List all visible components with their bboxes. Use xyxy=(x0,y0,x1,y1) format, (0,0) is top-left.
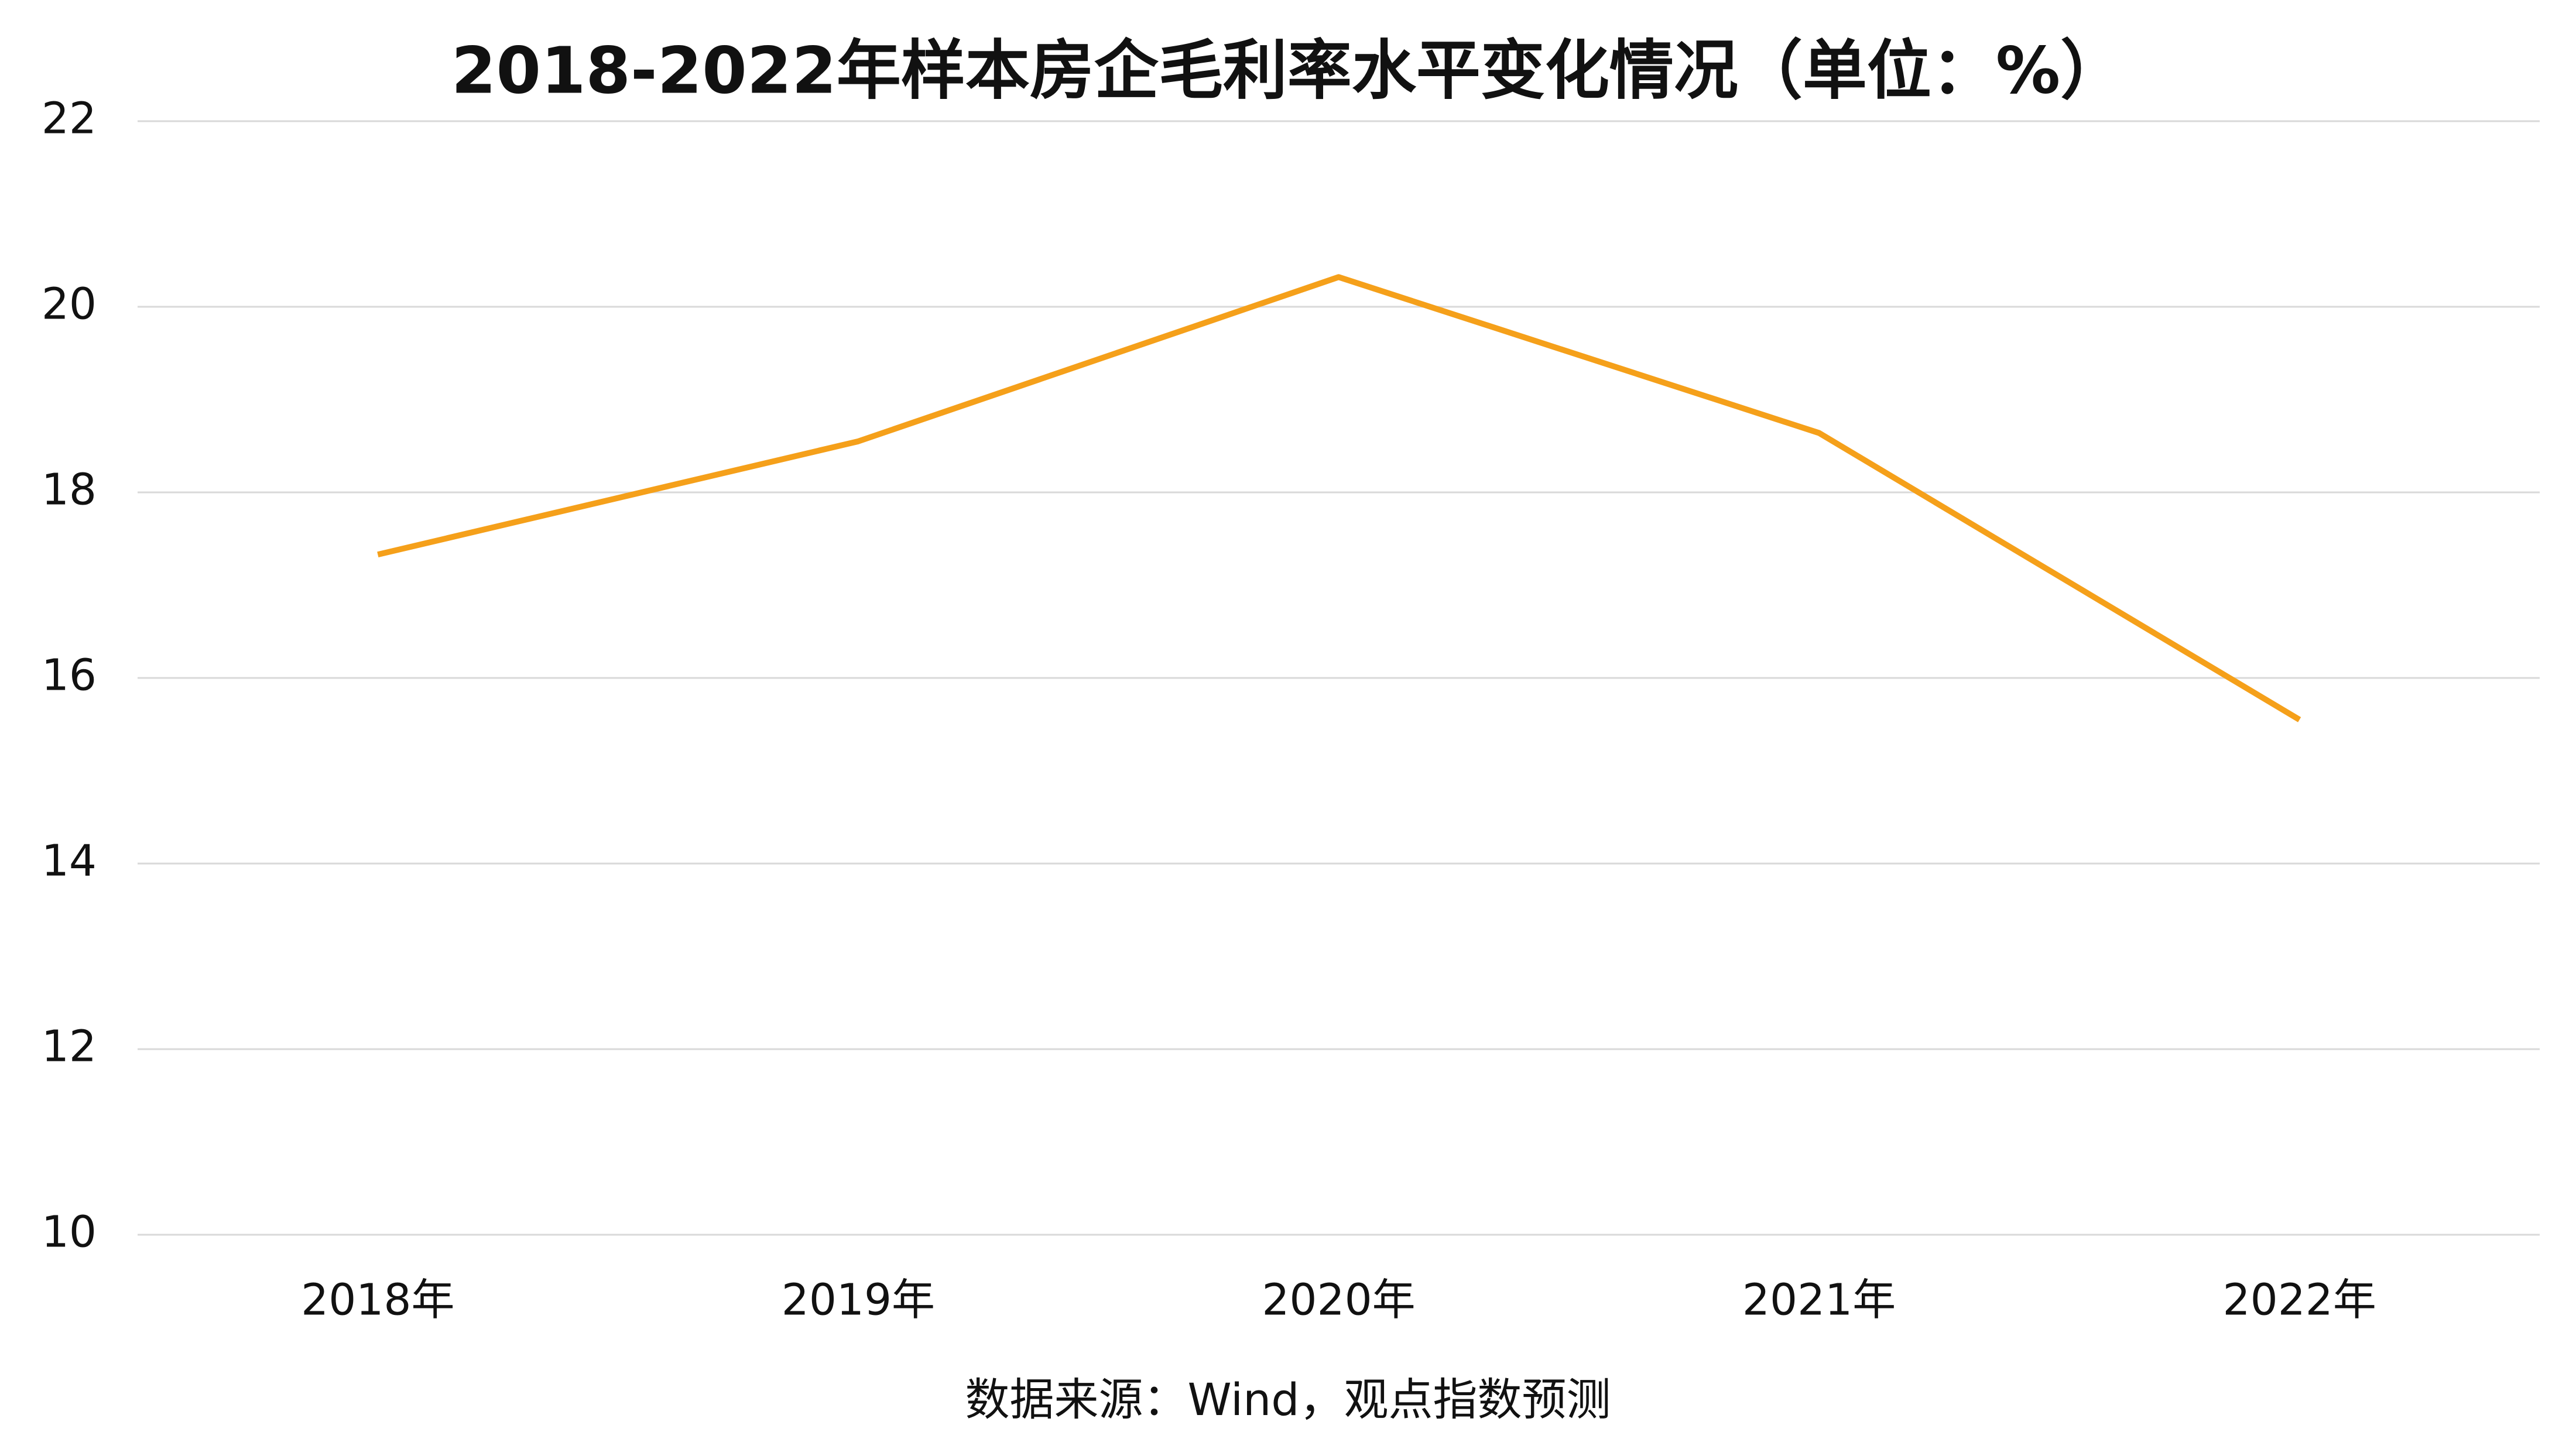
x-tick-label: 2020年 xyxy=(1262,1275,1415,1325)
data-line xyxy=(377,274,2301,722)
x-tick-label: 2022年 xyxy=(2223,1275,2376,1325)
y-tick-label: 14 xyxy=(42,836,97,886)
y-tick-label: 22 xyxy=(42,94,97,144)
y-tick-label: 10 xyxy=(42,1207,97,1258)
y-tick-label: 18 xyxy=(42,465,97,515)
source-note: 数据来源：Wind，观点指数预测 xyxy=(965,1373,1611,1426)
y-tick-label: 16 xyxy=(42,650,97,701)
y-tick-label: 20 xyxy=(42,279,97,330)
x-tick-label: 2019年 xyxy=(782,1275,935,1325)
chart-title: 2018-2022年样本房企毛利率水平变化情况（单位：%） xyxy=(451,33,2125,108)
x-tick-label: 2018年 xyxy=(301,1275,454,1325)
y-tick-label: 12 xyxy=(42,1022,97,1072)
x-tick-label: 2021年 xyxy=(1742,1275,1896,1325)
